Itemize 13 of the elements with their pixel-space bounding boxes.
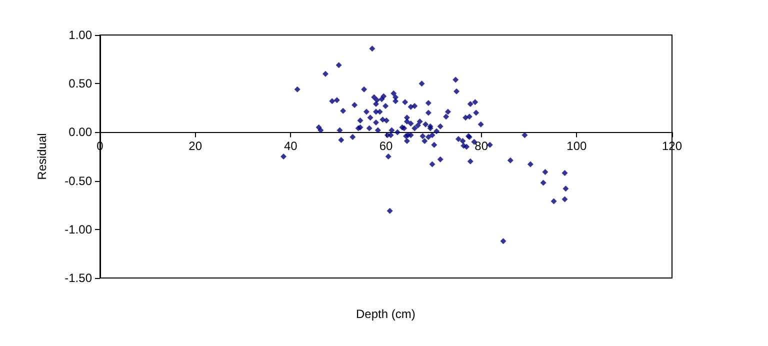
x-tick-label: 20 xyxy=(188,139,202,154)
x-tick-label: 80 xyxy=(474,139,488,154)
x-tick-label: 60 xyxy=(379,139,393,154)
y-tick-label: 1.00 xyxy=(68,28,92,42)
y-axis-title: Residual xyxy=(35,133,49,180)
y-tick-label: -0.50 xyxy=(64,174,92,188)
y-tick-label: 0.50 xyxy=(68,76,92,91)
x-tick-label: 100 xyxy=(566,139,587,154)
x-tick-label: 40 xyxy=(284,139,298,154)
y-tick-label: 0.00 xyxy=(68,125,92,140)
x-axis-title: Depth (cm) xyxy=(356,307,416,321)
y-tick-label: -1.00 xyxy=(64,222,92,236)
y-tick-label: -1.50 xyxy=(64,271,92,285)
